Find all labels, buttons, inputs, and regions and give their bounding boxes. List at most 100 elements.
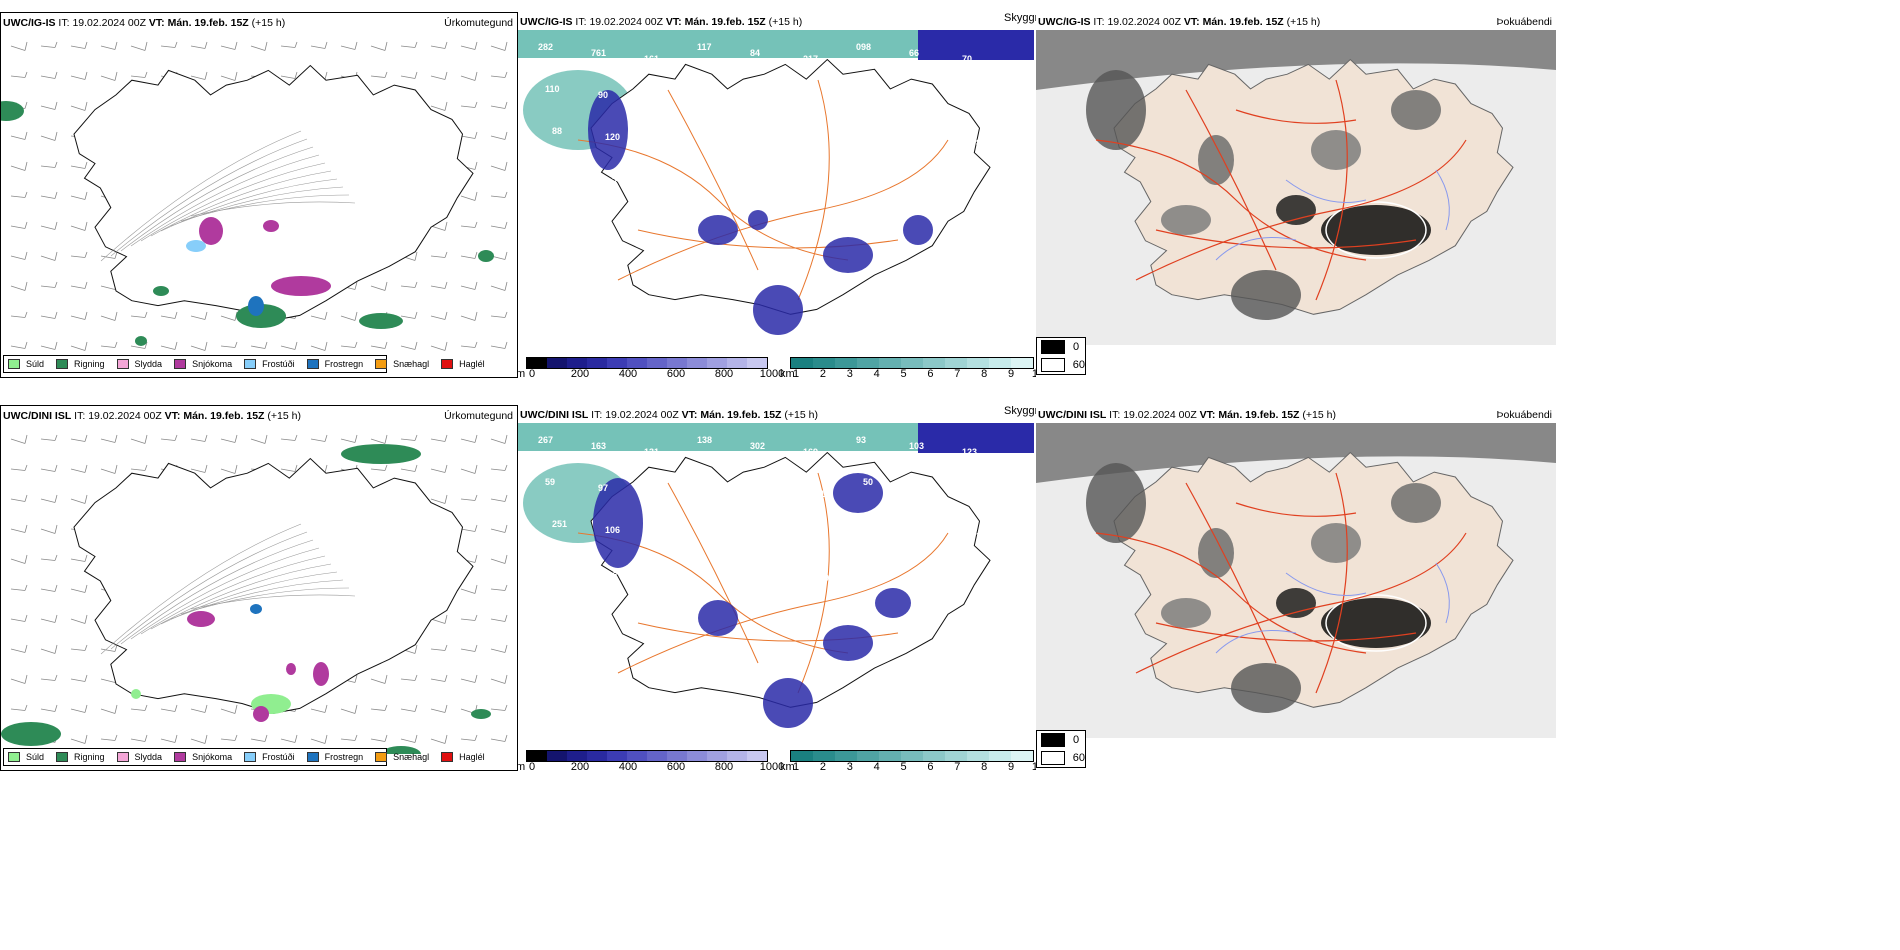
legend-label: Haglél — [459, 752, 485, 762]
panel-header: UWC/IG-IS IT: 19.02.2024 00Z VT: Mán. 19… — [520, 15, 1036, 29]
legend-item: Slydda — [116, 752, 162, 762]
wind-barb-icon — [70, 71, 88, 80]
precip-legend: Súld Rigning Slydda Snjókoma Frostúði Frostre… — [3, 355, 485, 373]
legend-swatch — [441, 359, 454, 369]
road-line — [150, 170, 332, 237]
wind-barb-icon — [430, 434, 448, 442]
fog-area — [1036, 30, 1556, 90]
cloud-base-label: 171 — [810, 489, 825, 499]
cloud-area — [763, 678, 813, 728]
legend-swatch — [244, 752, 257, 762]
fog-area — [1391, 483, 1441, 523]
cloud-area — [593, 478, 643, 568]
wind-barb-icon — [400, 704, 418, 712]
cloud-base-label: 70 — [969, 96, 979, 106]
wind-barb-icon — [460, 341, 478, 348]
wind-barb-icon — [370, 464, 388, 471]
wind-barb-icon — [310, 704, 328, 713]
cloud-base-label: 200 — [612, 567, 627, 577]
cloud-base-label: 761 — [591, 48, 606, 58]
river-line — [1215, 237, 1297, 261]
wind-barb-icon — [490, 704, 508, 711]
colorbar-segment — [627, 358, 647, 368]
colorbar-segment — [813, 751, 835, 761]
cloud-base-label: 26 — [969, 489, 979, 499]
road-line — [150, 563, 332, 630]
legend-item: Haglél — [441, 752, 485, 762]
legend-item: Snjókoma — [174, 359, 232, 369]
precip-area — [381, 746, 421, 754]
colorbar-tick: 800 — [714, 368, 734, 378]
wind-barb-icon — [220, 434, 238, 443]
panel-header: UWC/DINI ISL IT: 19.02.2024 00Z VT: Mán.… — [1038, 408, 1554, 422]
wind-barb-icon — [430, 614, 448, 624]
colorbar-tick: 7 — [954, 761, 961, 771]
wind-barb-icon — [130, 464, 148, 471]
legend-swatch — [174, 752, 187, 762]
precip-type-panel-top: UWC/IG-IS IT: 19.02.2024 00Z VT: Mán. 19… — [0, 12, 518, 378]
legend-label: Haglél — [459, 359, 485, 369]
colorbar-segment — [945, 751, 967, 761]
wind-barb-icon — [100, 704, 118, 714]
model-name: UWC/IG-IS — [1038, 16, 1091, 28]
cloud-base-label: 302 — [750, 441, 765, 451]
wind-barb-icon — [70, 191, 88, 200]
colorbar-tick: 0 — [528, 761, 536, 771]
colorbar-segment — [879, 751, 901, 761]
vt-value: Mán. 19.feb. 15Z — [684, 16, 766, 28]
it-label: IT: — [58, 17, 70, 29]
wind-barb-icon — [340, 341, 358, 348]
colorbar-tick: 10 — [1031, 761, 1036, 771]
model-name: UWC/DINI ISL — [1038, 409, 1107, 421]
cloud-base-label: 99 — [810, 96, 820, 106]
colorbar-tick: 4 — [873, 368, 880, 378]
cloud-base-label: 90 — [598, 90, 608, 100]
road-line — [170, 186, 344, 227]
vt-value: Mán. 19.feb. 15Z — [1202, 16, 1284, 28]
wind-barb-icon — [490, 41, 508, 51]
legend-item: Súld — [8, 752, 44, 762]
wind-barb-icon — [490, 734, 508, 742]
wind-barb-icon — [490, 554, 508, 564]
colorbar-segment — [607, 358, 627, 368]
wind-barb-icon — [130, 704, 148, 711]
wind-barb-icon — [490, 341, 508, 349]
cloud-base-label: 93 — [856, 435, 866, 445]
wind-barb-icon — [220, 464, 238, 474]
wind-barb-icon — [10, 191, 28, 198]
fog-legend-item: 60 — [1037, 356, 1085, 374]
legend-swatch — [375, 752, 388, 762]
panel-header: UWC/IG-IS IT: 19.02.2024 00Z VT: Mán. 19… — [3, 16, 515, 30]
cloud-base-label: 251 — [552, 519, 567, 529]
legend-swatch — [174, 359, 187, 369]
wind-barb-icon — [40, 341, 58, 350]
wind-barb-icon — [370, 704, 388, 711]
legend-label: Frostregn — [324, 752, 364, 762]
precip-area — [359, 313, 403, 329]
fog-area — [1276, 588, 1316, 618]
colorbar-segment — [687, 751, 707, 761]
legend-label: 60 — [1072, 752, 1085, 764]
wind-barb-icon — [40, 674, 58, 681]
colorbar-segments — [790, 357, 1034, 369]
wind-barb-icon — [70, 584, 88, 593]
legend-label: Frostregn — [324, 359, 364, 369]
cloud-base-label: 77 — [817, 531, 827, 541]
wind-barb-icon — [490, 71, 508, 78]
precip-legend: Súld Rigning Slydda Snjókoma Frostúði Frostre… — [3, 748, 485, 766]
vt-label: VT: — [1199, 409, 1216, 421]
wind-barb-icon — [430, 71, 448, 80]
precip-area — [135, 336, 147, 346]
road-line — [170, 579, 344, 620]
cloud-base-label: 57 — [877, 561, 887, 571]
road-line — [667, 89, 759, 271]
cloud-base-label: 71 — [916, 90, 926, 100]
wind-barb-icon — [100, 644, 118, 652]
wind-barb-icon — [100, 434, 118, 443]
colorbar-segment — [901, 751, 923, 761]
wind-barb-icon — [130, 71, 148, 78]
colorbar-unit: km — [780, 368, 795, 378]
vt-label: VT: — [148, 17, 165, 29]
wind-barb-icon — [40, 434, 58, 441]
fog-legend: 0 60 — [1036, 730, 1086, 768]
